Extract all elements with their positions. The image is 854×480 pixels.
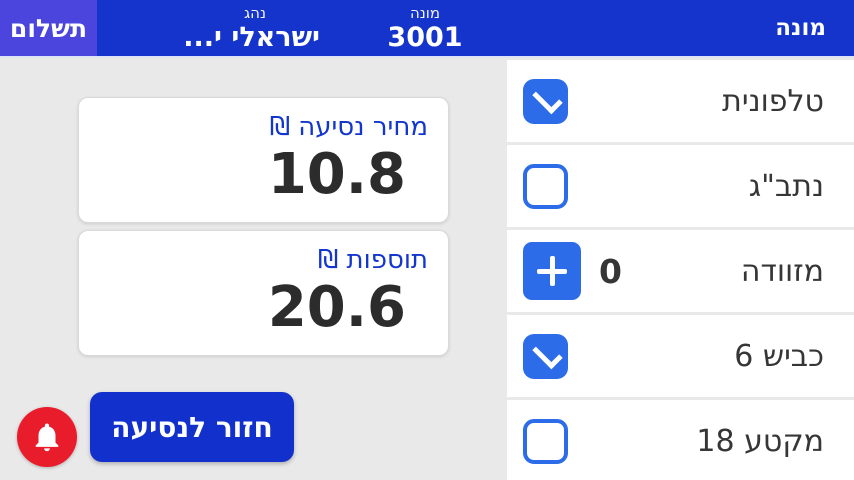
driver-block: נהג ישראלי י... xyxy=(183,3,320,53)
extras-price-value: 20.6 xyxy=(267,275,406,340)
trip-price-value: 10.8 xyxy=(267,142,406,207)
notification-bell-button[interactable] xyxy=(17,407,77,467)
sidebar-item-label: מקטע 18 xyxy=(696,423,824,459)
sidebar-item-label: טלפונית xyxy=(722,83,824,119)
meter-id-block: מונה 3001 xyxy=(365,3,485,53)
plus-icon[interactable] xyxy=(523,242,581,300)
sidebar-item-segment18: מקטע 18 xyxy=(507,400,854,480)
meter-id-value: 3001 xyxy=(387,22,463,53)
suitcase-count: 0 xyxy=(599,251,622,291)
app-header: מונה מונה 3001 נהג ישראלי י... תשלום xyxy=(0,0,854,58)
sidebar-item-label: מזוודה xyxy=(740,253,824,289)
airport-checkbox[interactable] xyxy=(523,163,568,209)
return-to-trip-button[interactable]: חזור לנסיעה xyxy=(90,392,294,462)
sidebar-item-label: נתב"ג xyxy=(748,168,824,204)
sidebar-item-label: כביש 6 xyxy=(734,338,824,374)
segment18-checkbox[interactable] xyxy=(523,418,568,464)
sidebar-item-phone-order: טלפונית xyxy=(507,60,854,142)
bell-icon xyxy=(30,420,64,454)
sidebar-item-airport: נתב"ג xyxy=(507,145,854,227)
driver-name: ישראלי י... xyxy=(183,22,320,53)
driver-label: נהג xyxy=(244,4,266,22)
sidebar-item-suitcase: מזוודה 0 xyxy=(507,230,854,312)
phone-order-checkbox[interactable] xyxy=(523,78,568,124)
extras-price-label: תוספות ₪ xyxy=(317,245,428,275)
meter-id-label: מונה xyxy=(409,4,441,22)
road6-checkbox[interactable] xyxy=(523,333,568,379)
extras-price-card: תוספות ₪ 20.6 xyxy=(78,230,449,356)
suitcase-counter: 0 xyxy=(523,242,622,300)
page-title: מונה xyxy=(775,15,826,41)
trip-price-label: מחיר נסיעה ₪ xyxy=(269,112,428,142)
trip-price-card: מחיר נסיעה ₪ 10.8 xyxy=(78,97,449,223)
sidebar-item-road6: כביש 6 xyxy=(507,315,854,397)
extras-sidebar: טלפונית נתב"ג מזוודה 0 כביש 6 מקטע 18 xyxy=(507,60,854,480)
payment-tab[interactable]: תשלום xyxy=(0,0,97,56)
